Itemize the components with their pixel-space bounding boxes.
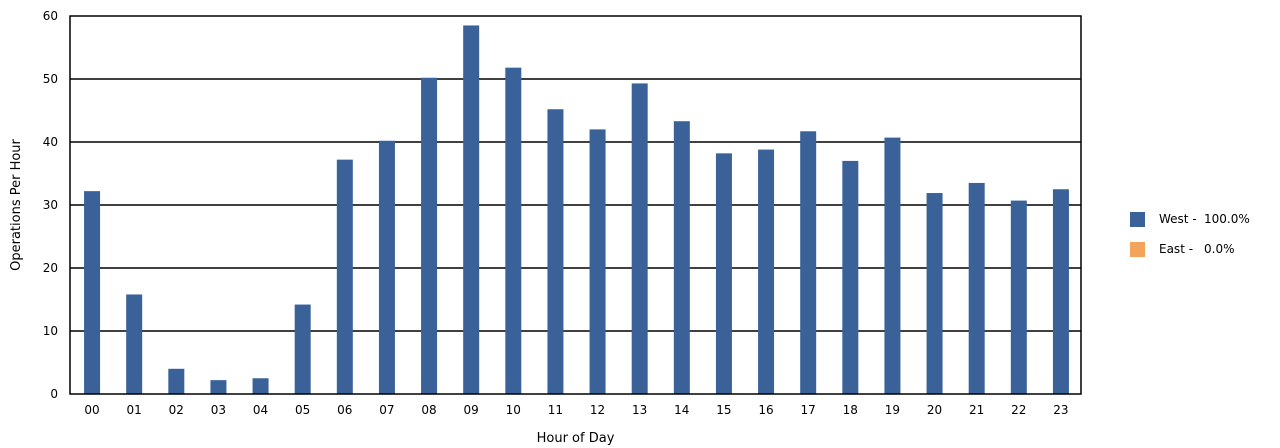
x-tick-label: 10 bbox=[506, 403, 521, 417]
bar-21 bbox=[968, 182, 985, 394]
bar-04 bbox=[252, 378, 269, 394]
bar-22 bbox=[1010, 200, 1027, 394]
x-tick-label: 23 bbox=[1053, 403, 1068, 417]
x-tick-label: 08 bbox=[421, 403, 436, 417]
x-tick-label: 07 bbox=[379, 403, 394, 417]
bar-08 bbox=[421, 77, 438, 395]
y-tick-label: 20 bbox=[43, 261, 58, 275]
x-tick-label: 09 bbox=[464, 403, 479, 417]
bar-14 bbox=[673, 121, 690, 395]
x-tick-label: 22 bbox=[1011, 403, 1026, 417]
bar-15 bbox=[715, 153, 732, 394]
legend: West - 100.0% East - 0.0% bbox=[1130, 211, 1270, 271]
legend-item-east: East - 0.0% bbox=[1130, 241, 1270, 257]
bar-06 bbox=[336, 159, 353, 394]
y-axis-title: Operations Per Hour bbox=[9, 138, 24, 270]
x-tick-label: 11 bbox=[548, 403, 563, 417]
y-tick-label: 50 bbox=[43, 72, 58, 86]
x-tick-label: 03 bbox=[211, 403, 226, 417]
x-tick-label: 02 bbox=[169, 403, 184, 417]
y-tick-label: 30 bbox=[43, 198, 58, 212]
bar-11 bbox=[547, 109, 564, 395]
x-tick-label: 12 bbox=[590, 403, 605, 417]
legend-label-west: West - bbox=[1159, 212, 1197, 226]
y-tick-label: 40 bbox=[43, 135, 58, 149]
x-tick-label: 19 bbox=[885, 403, 900, 417]
bar-01 bbox=[126, 294, 143, 394]
bar-07 bbox=[378, 140, 395, 394]
bar-23 bbox=[1052, 189, 1069, 394]
x-tick-label: 04 bbox=[253, 403, 268, 417]
bar-05 bbox=[294, 304, 311, 394]
legend-share-east: 0.0% bbox=[1204, 242, 1235, 256]
legend-swatch-west bbox=[1130, 211, 1145, 227]
x-tick-label: 00 bbox=[84, 403, 99, 417]
bar-00 bbox=[84, 191, 101, 394]
x-tick-label: 20 bbox=[927, 403, 942, 417]
x-tick-label: 05 bbox=[295, 403, 310, 417]
bar-10 bbox=[505, 67, 522, 394]
x-tick-label: 21 bbox=[969, 403, 984, 417]
legend-label-east: East - bbox=[1159, 242, 1194, 256]
bar-03 bbox=[210, 380, 227, 394]
x-tick-label: 16 bbox=[758, 403, 773, 417]
x-tick-label: 14 bbox=[674, 403, 689, 417]
bar-12 bbox=[589, 129, 606, 394]
y-tick-label: 10 bbox=[43, 324, 58, 338]
y-tick-label: 0 bbox=[50, 387, 58, 401]
x-tick-label: 06 bbox=[337, 403, 352, 417]
bar-16 bbox=[758, 149, 775, 394]
bar-18 bbox=[842, 160, 859, 394]
bar-09 bbox=[463, 25, 480, 394]
x-tick-label: 13 bbox=[632, 403, 647, 417]
x-tick-label: 01 bbox=[127, 403, 142, 417]
x-tick-label: 18 bbox=[843, 403, 858, 417]
bar-02 bbox=[168, 368, 185, 394]
y-tick-label: 60 bbox=[43, 9, 58, 23]
legend-item-west: West - 100.0% bbox=[1130, 211, 1270, 227]
bar-13 bbox=[631, 83, 648, 394]
x-tick-label: 15 bbox=[716, 403, 731, 417]
legend-share-west: 100.0% bbox=[1204, 212, 1250, 226]
x-tick-labels: 00 01 02 03 04 05 06 07 08 09 10 11 12 13 14 15 16 17 18 19… bbox=[84, 403, 1068, 417]
y-tick-labels: 0 10 20 30 40 50 60 bbox=[43, 9, 58, 401]
bar-17 bbox=[800, 131, 817, 395]
legend-swatch-east bbox=[1130, 241, 1145, 257]
plot-frame bbox=[69, 15, 1082, 395]
x-tick-label: 17 bbox=[801, 403, 816, 417]
bar-20 bbox=[926, 193, 943, 394]
x-axis-title: Hour of Day bbox=[537, 431, 615, 446]
bar-19 bbox=[884, 137, 901, 394]
bars bbox=[84, 25, 1069, 395]
grid-lines bbox=[70, 78, 1081, 332]
